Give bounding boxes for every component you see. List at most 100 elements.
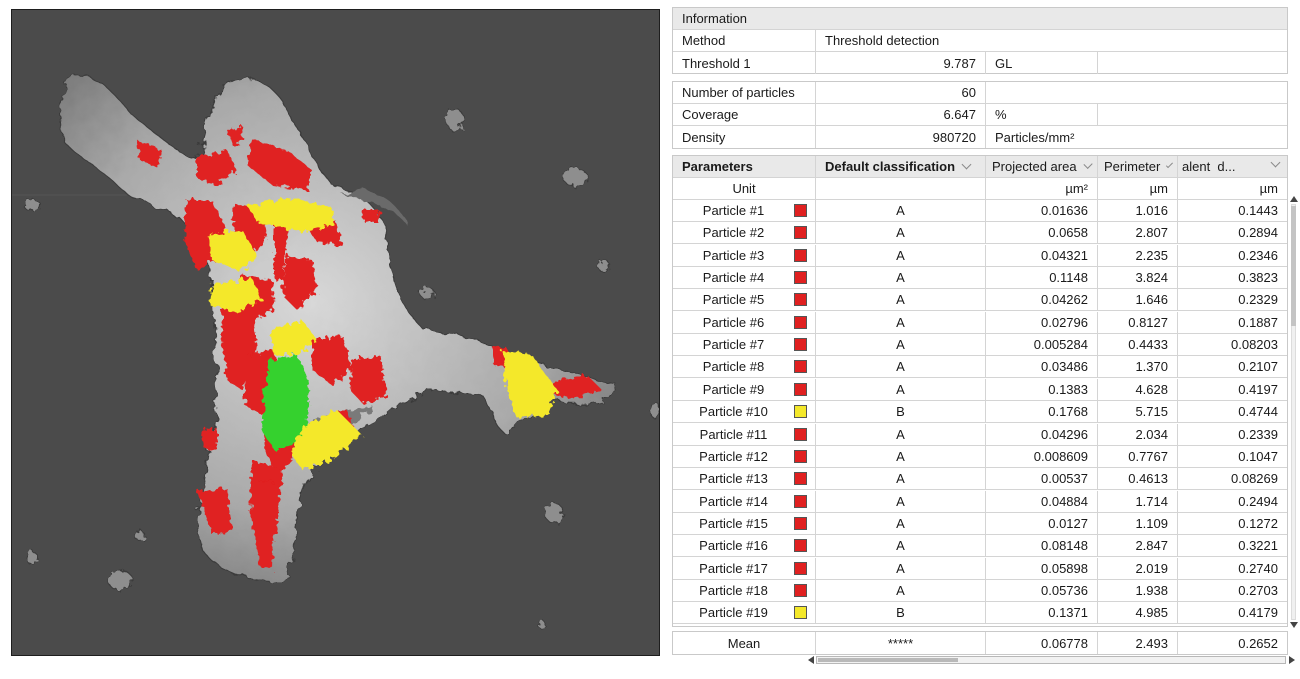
perimeter-column-header[interactable]: Perimeter [1098, 156, 1178, 178]
particle-equivalent-diameter: 0.2703 [1178, 580, 1287, 602]
particle-classification: A [816, 423, 986, 446]
table-row[interactable]: Particle #9 A 0.1383 4.628 0.4197 [673, 378, 1287, 401]
class-color-swatch [794, 516, 807, 530]
class-a-particles [137, 125, 602, 570]
scroll-down-arrow-icon[interactable] [1290, 622, 1298, 628]
particle-projected-area: 0.1383 [986, 378, 1098, 401]
particle-classification: A [816, 334, 986, 357]
class-color-swatch [794, 606, 807, 620]
class-color-swatch [794, 561, 807, 575]
particle-equivalent-diameter: 0.4197 [1178, 379, 1287, 401]
particle-equivalent-diameter: 0.2329 [1178, 289, 1287, 312]
particle-perimeter: 0.4613 [1098, 468, 1178, 491]
chevron-down-icon[interactable] [1083, 159, 1093, 170]
chevron-down-icon[interactable] [1270, 157, 1281, 168]
particle-projected-area: 0.0127 [986, 512, 1098, 535]
particle-name-cell[interactable]: Particle #6 [673, 311, 816, 334]
particle-name-cell[interactable]: Particle #7 [673, 334, 816, 357]
particle-name-cell[interactable]: Particle #16 [673, 535, 816, 558]
equivalent-diameter-column-header[interactable]: alent d... [1178, 156, 1287, 178]
scroll-left-arrow-icon[interactable] [808, 656, 814, 664]
table-row[interactable]: Particle #6 A 0.02796 0.8127 0.1887 [673, 311, 1287, 334]
particle-name-cell[interactable]: Particle #2 [673, 222, 816, 245]
horizontal-scroll-track[interactable] [816, 656, 1286, 664]
chevron-down-icon[interactable] [961, 159, 972, 170]
scroll-up-arrow-icon[interactable] [1290, 196, 1298, 202]
class-color-swatch [794, 472, 807, 486]
coverage-unit: % [986, 104, 1098, 126]
particle-name: Particle #8 [702, 359, 765, 375]
table-row[interactable]: Particle #4 A 0.1148 3.824 0.3823 [673, 267, 1287, 290]
particle-perimeter: 1.109 [1098, 512, 1178, 535]
particle-equivalent-diameter: 0.1272 [1178, 513, 1287, 535]
particle-perimeter: 4.628 [1098, 378, 1178, 401]
table-row[interactable]: Particle #19 B 0.1371 4.985 0.4179 [673, 602, 1287, 625]
selected-particle[interactable] [262, 355, 310, 450]
particle-name-cell[interactable]: Particle #18 [673, 579, 816, 602]
particle-classification: B [816, 401, 986, 424]
threshold-value: 9.787 [816, 52, 986, 74]
vertical-scroll-thumb[interactable] [1291, 206, 1296, 326]
particle-name-cell[interactable]: Particle #8 [673, 356, 816, 379]
vertical-scrollbar[interactable] [1289, 196, 1298, 628]
table-row[interactable]: Particle #1 A 0.01636 1.016 0.1443 [673, 200, 1287, 222]
unit-projected-area: µm² [986, 178, 1098, 200]
particle-name-cell[interactable]: Particle #11 [673, 423, 816, 446]
particle-classification: A [816, 222, 986, 245]
particle-image-view[interactable] [11, 9, 660, 656]
particle-name: Particle #15 [699, 515, 768, 531]
particles-label: Number of particles [673, 82, 816, 104]
particle-name: Particle #11 [699, 426, 768, 442]
particle-equivalent-diameter: 0.08269 [1178, 468, 1287, 491]
density-unit: Particles/mm² [995, 129, 1075, 145]
vertical-scroll-track[interactable] [1291, 204, 1296, 620]
table-row[interactable]: Particle #13 A 0.00537 0.4613 0.08269 [673, 468, 1287, 491]
particle-name-cell[interactable]: Particle #13 [673, 468, 816, 491]
table-row[interactable]: Particle #16 A 0.08148 2.847 0.3221 [673, 535, 1287, 558]
parameters-header: Parameters Default classification Projec… [673, 156, 1287, 178]
particle-name-cell[interactable]: Particle #4 [673, 267, 816, 290]
chevron-down-icon[interactable] [1166, 161, 1174, 168]
table-row[interactable]: Particle #2 A 0.0658 2.807 0.2894 [673, 222, 1287, 245]
particle-image [12, 10, 659, 655]
particle-name-cell[interactable]: Particle #19 [673, 602, 816, 625]
table-row[interactable]: Particle #12 A 0.008609 0.7767 0.1047 [673, 445, 1287, 468]
table-row[interactable]: Particle #11 A 0.04296 2.034 0.2339 [673, 423, 1287, 446]
parameters-table[interactable]: Parameters Default classification Projec… [672, 155, 1288, 627]
particle-classification: A [816, 356, 986, 379]
particle-name-cell[interactable]: Particle #1 [673, 200, 816, 222]
particle-name-cell[interactable]: Particle #14 [673, 490, 816, 513]
particle-equivalent-diameter: 0.2346 [1178, 245, 1287, 267]
classification-column-header[interactable]: Default classification [816, 156, 986, 178]
particle-name-cell[interactable]: Particle #12 [673, 445, 816, 468]
horizontal-scrollbar[interactable] [808, 655, 1296, 665]
particle-name-cell[interactable]: Particle #15 [673, 512, 816, 535]
particle-classification: A [816, 311, 986, 334]
particle-projected-area: 0.1371 [986, 602, 1098, 625]
particle-name-cell[interactable]: Particle #5 [673, 289, 816, 312]
particle-name-cell[interactable]: Particle #3 [673, 244, 816, 267]
method-label: Method [673, 30, 816, 52]
table-row[interactable]: Particle #15 A 0.0127 1.109 0.1272 [673, 512, 1287, 535]
particle-name-cell[interactable]: Particle #9 [673, 378, 816, 401]
table-row[interactable]: Particle #3 A 0.04321 2.235 0.2346 [673, 244, 1287, 267]
particle-projected-area: 0.04884 [986, 490, 1098, 513]
horizontal-scroll-thumb[interactable] [818, 658, 958, 662]
particle-name-cell[interactable]: Particle #17 [673, 557, 816, 580]
table-row[interactable]: Particle #7 A 0.005284 0.4433 0.08203 [673, 334, 1287, 357]
table-row[interactable]: Particle #5 A 0.04262 1.646 0.2329 [673, 289, 1287, 312]
particle-name: Particle #5 [702, 292, 765, 308]
information-header: Information [673, 8, 1287, 30]
scroll-right-arrow-icon[interactable] [1289, 656, 1295, 664]
table-row[interactable]: Particle #8 A 0.03486 1.370 0.2107 [673, 356, 1287, 379]
table-row[interactable]: Particle #17 A 0.05898 2.019 0.2740 [673, 557, 1287, 580]
projected-area-column-header[interactable]: Projected area [986, 156, 1098, 178]
particle-name-cell[interactable]: Particle #10 [673, 401, 816, 424]
table-row[interactable]: Particle #10 B 0.1768 5.715 0.4744 [673, 401, 1287, 424]
particle-classification: A [816, 512, 986, 535]
table-row[interactable]: Particle #14 A 0.04884 1.714 0.2494 [673, 490, 1287, 513]
particle-projected-area: 0.02796 [986, 311, 1098, 334]
density-label: Density [673, 126, 816, 148]
particle-perimeter: 2.235 [1098, 244, 1178, 267]
table-row[interactable]: Particle #18 A 0.05736 1.938 0.2703 [673, 579, 1287, 602]
